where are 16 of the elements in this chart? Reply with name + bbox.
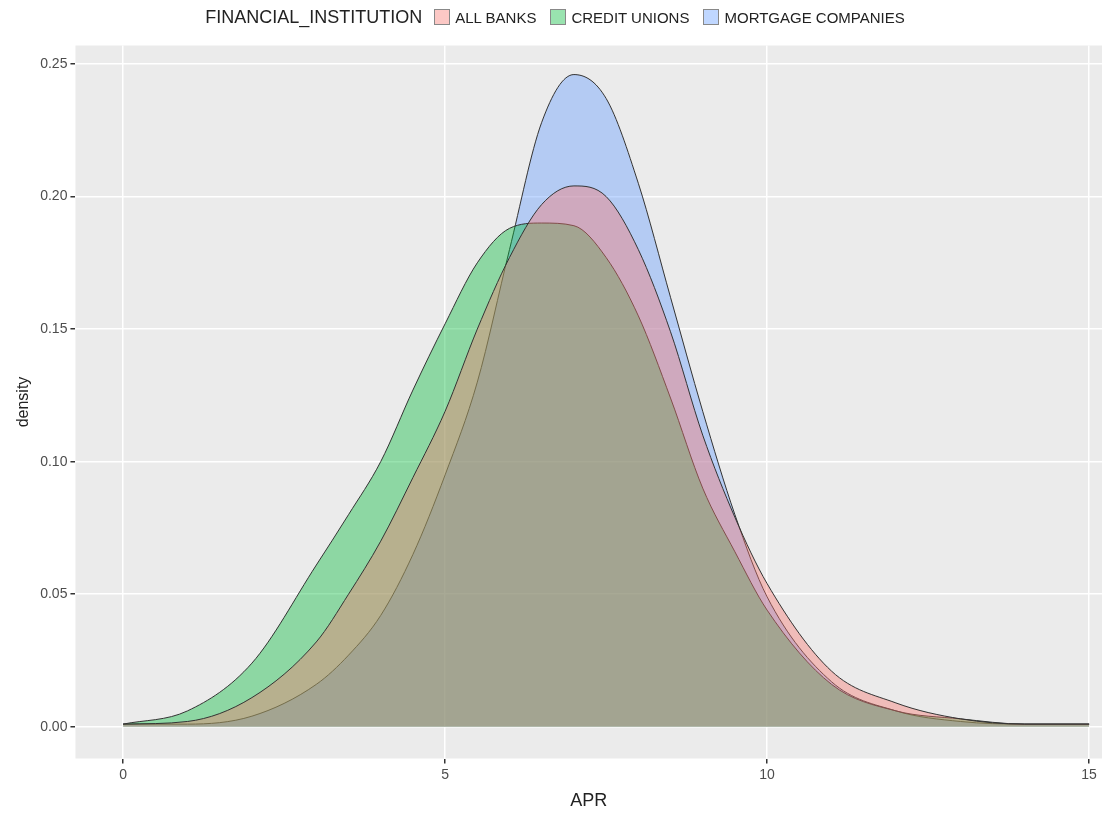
x-tick-label: 15: [1081, 765, 1098, 782]
legend-label: MORTGAGE COMPANIES: [724, 8, 905, 26]
legend-title: FINANCIAL_INSTITUTION: [205, 6, 423, 28]
y-tick-label: 0.05: [40, 585, 68, 602]
legend-label: CREDIT UNIONS: [571, 8, 690, 26]
x-axis-title: APR: [570, 790, 608, 811]
y-tick-label: 0.25: [40, 54, 68, 71]
y-tick-label: 0.00: [40, 717, 68, 734]
y-axis-title: density: [14, 376, 32, 428]
x-tick-label: 5: [441, 765, 450, 782]
y-tick-label: 0.10: [40, 452, 68, 469]
y-tick-label: 0.15: [40, 319, 68, 336]
legend-label: ALL BANKS: [455, 8, 537, 26]
x-tick-label: 0: [119, 765, 128, 782]
y-tick-label: 0.20: [40, 187, 68, 204]
x-tick-label: 10: [759, 765, 776, 782]
